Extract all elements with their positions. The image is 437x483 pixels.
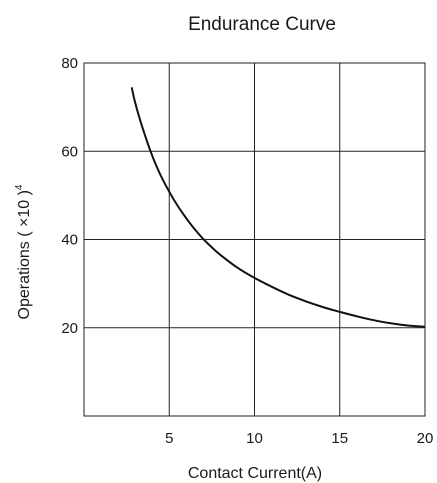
x-tick-label: 15 [331,430,348,447]
x-tick-label: 10 [246,430,263,447]
y-axis-label-text: Operations ( ×10 ) [16,190,33,319]
x-tick-label: 20 [417,430,434,447]
series-line [130,87,426,328]
x-tick-label: 5 [165,430,173,447]
svg-text:Operations ( ×10 )4: Operations ( ×10 )4 [14,184,33,319]
y-tick-label: 40 [61,232,78,249]
tick-labels: 5 10 15 20 20 40 60 80 [61,55,433,447]
y-axis-label-exponent: 4 [14,184,25,190]
y-tick-label: 60 [61,143,78,160]
x-axis-label: Contact Current(A) [188,465,322,482]
y-axis-label: Operations ( ×10 )4 [14,184,33,319]
grid [84,62,426,416]
plot-frame [83,62,426,417]
y-tick-label: 20 [61,320,78,337]
chart-title: Endurance Curve [188,14,336,35]
y-tick-label: 80 [61,55,78,72]
